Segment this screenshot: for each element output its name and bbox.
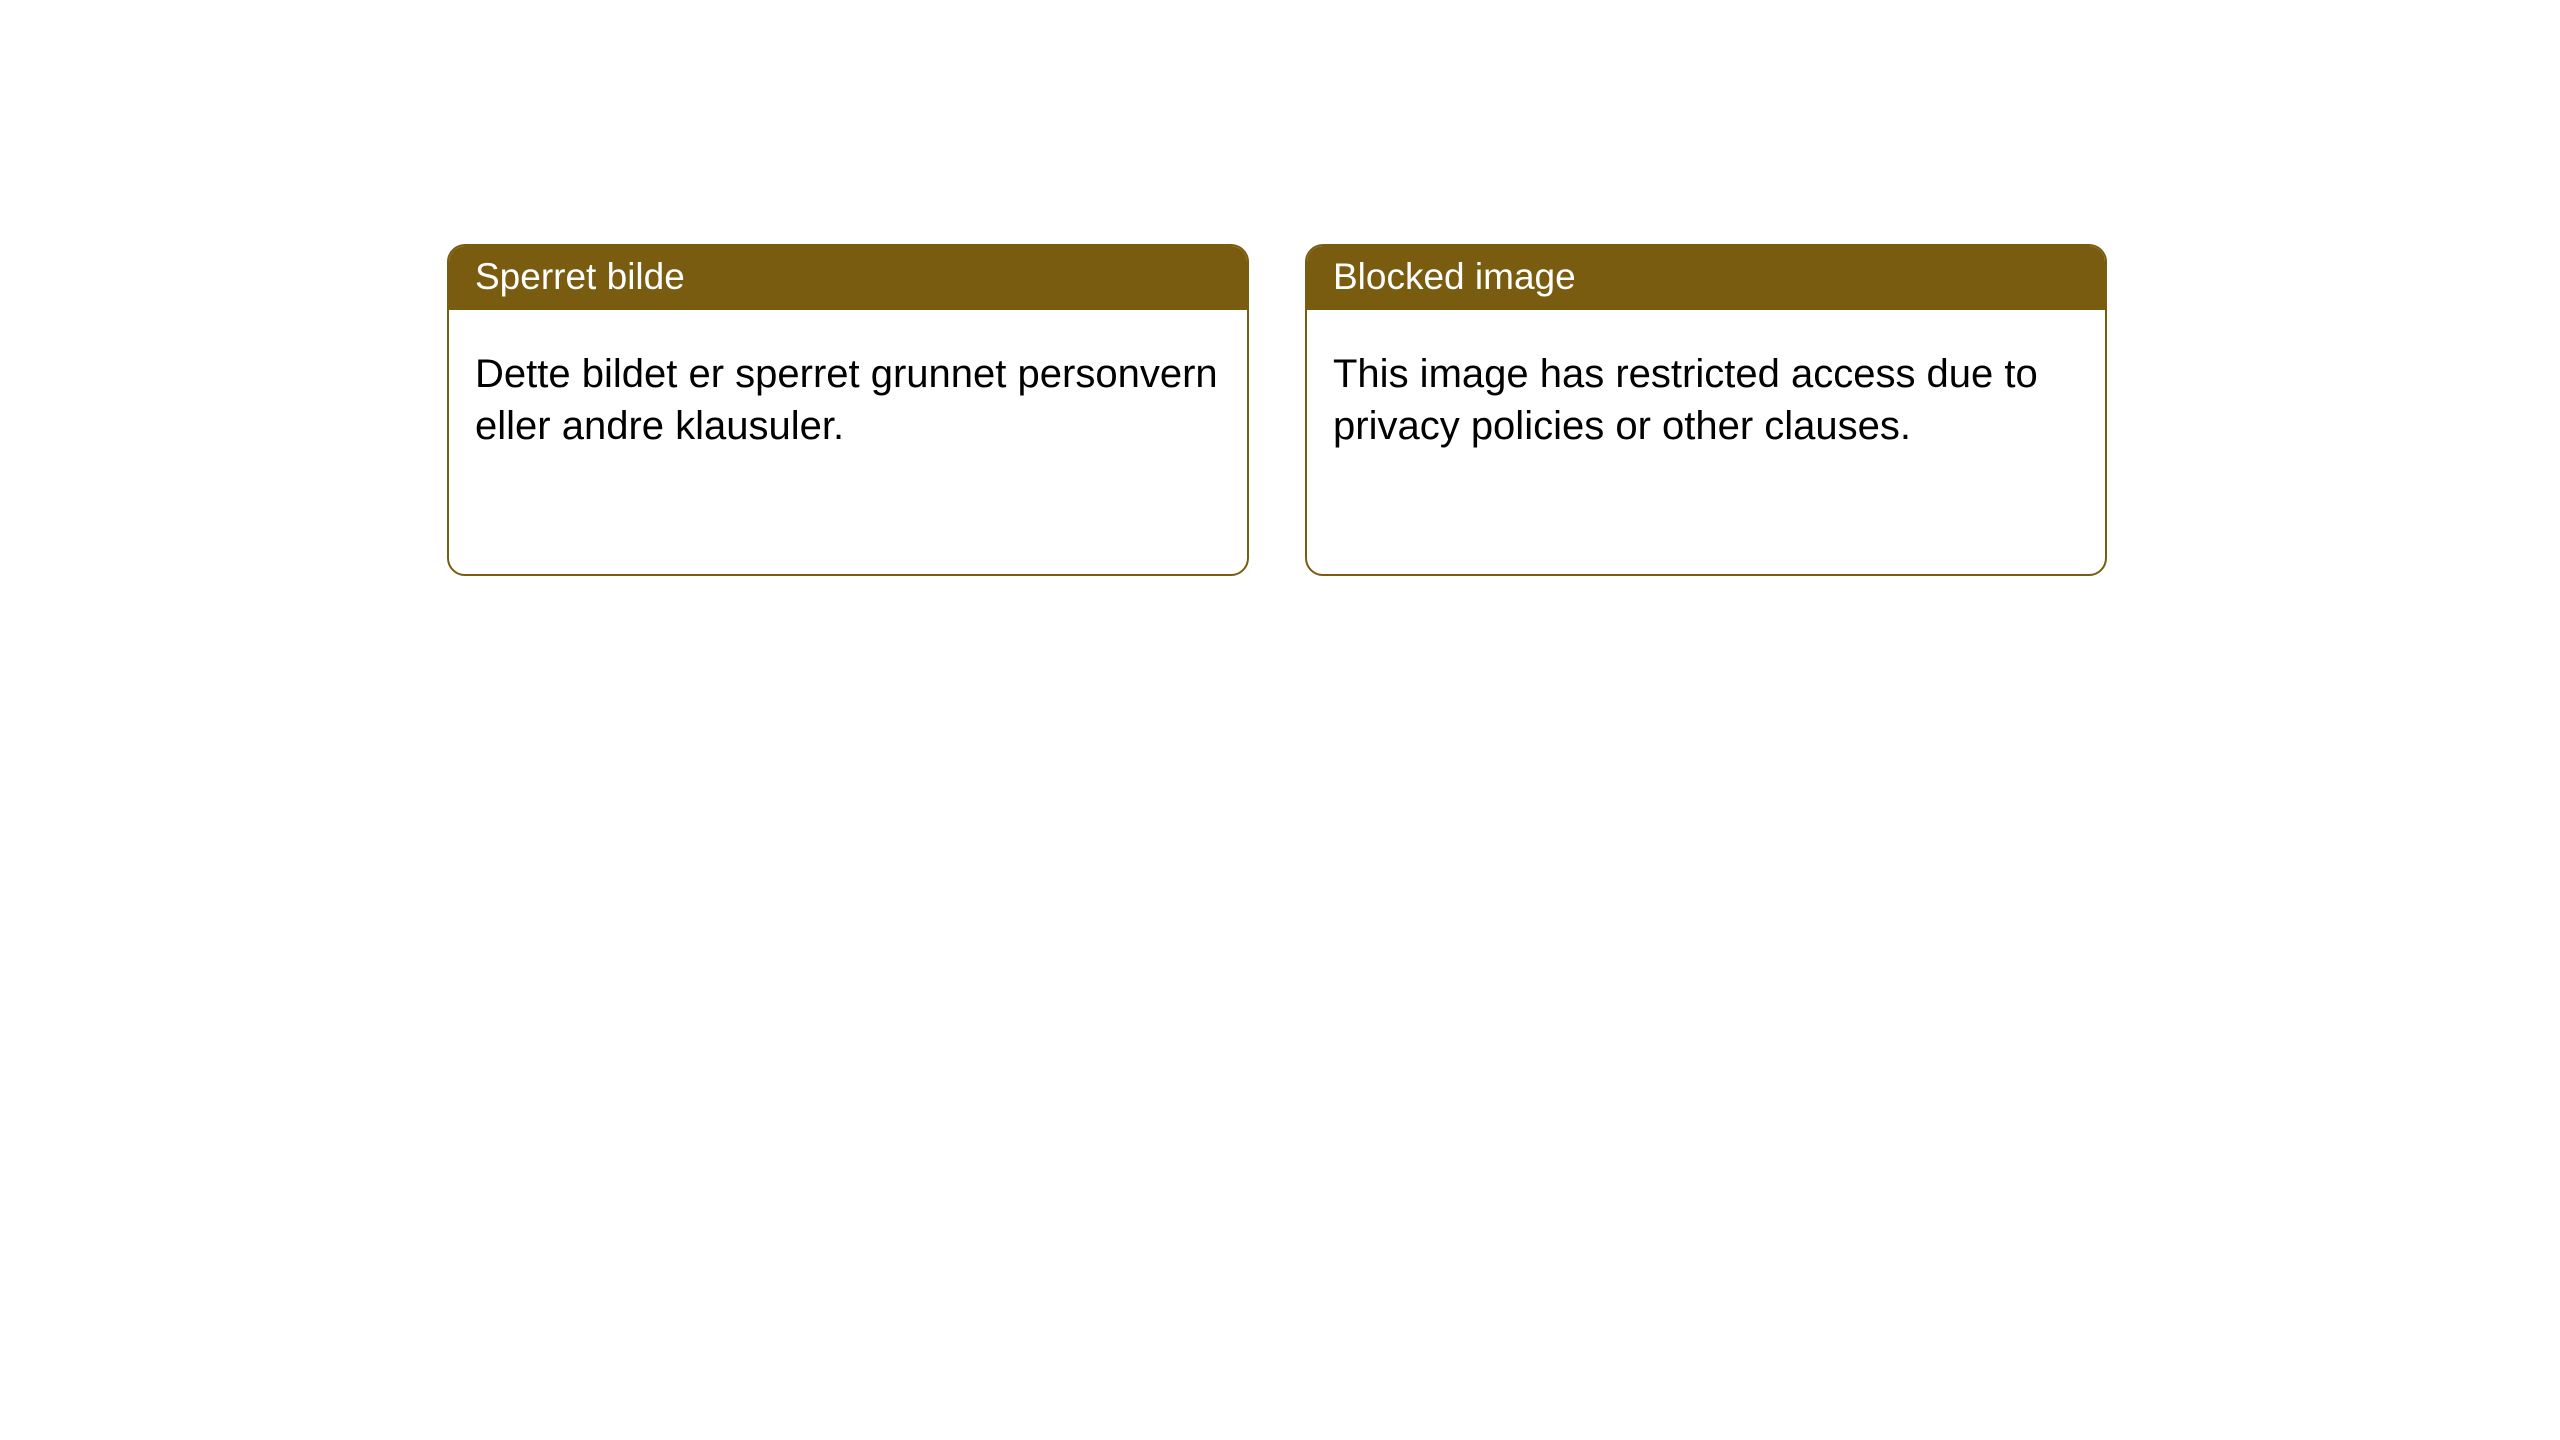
notice-body-norwegian: Dette bildet er sperret grunnet personve… (449, 310, 1247, 478)
notice-title-norwegian: Sperret bilde (475, 256, 685, 297)
notice-header-english: Blocked image (1307, 246, 2105, 310)
notice-title-english: Blocked image (1333, 256, 1576, 297)
notice-header-norwegian: Sperret bilde (449, 246, 1247, 310)
notice-text-english: This image has restricted access due to … (1333, 352, 2038, 448)
notice-container: Sperret bilde Dette bildet er sperret gr… (0, 0, 2560, 576)
notice-body-english: This image has restricted access due to … (1307, 310, 2105, 478)
notice-text-norwegian: Dette bildet er sperret grunnet personve… (475, 352, 1218, 448)
notice-card-english: Blocked image This image has restricted … (1305, 244, 2107, 576)
notice-card-norwegian: Sperret bilde Dette bildet er sperret gr… (447, 244, 1249, 576)
